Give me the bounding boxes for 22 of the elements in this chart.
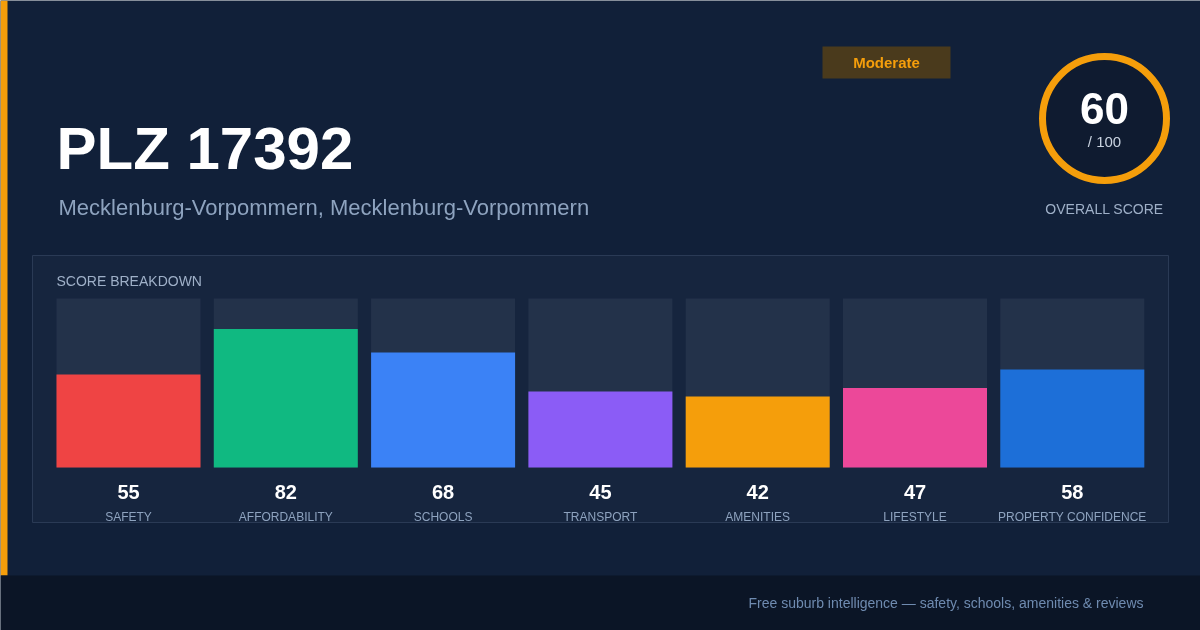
x-tick-label: SCHOOLS (413, 509, 473, 524)
text: Moderate (853, 54, 920, 71)
text: Free suburb intelligence — safety, schools, amenities & reviews (748, 594, 1144, 611)
data-label: 82 (274, 480, 297, 503)
text: / 100 (1087, 133, 1122, 150)
x-axis-title: SCORE BREAKDOWN (56, 272, 202, 289)
data-label: 55 (117, 480, 140, 503)
text: OVERALL SCORE (1045, 200, 1164, 217)
x-tick-label: TRANSPORT (563, 509, 638, 524)
data-label: 45 (589, 480, 612, 503)
data-label: 68 (431, 480, 455, 503)
chart-title: PLZ 17392 (56, 115, 354, 182)
x-tick-label: SAFETY (105, 509, 152, 524)
data-label: 47 (903, 480, 927, 503)
data-label: 42 (746, 480, 769, 503)
text: 60 (1080, 84, 1129, 133)
x-tick-label: AMENITIES (725, 509, 791, 524)
data-label: 58 (1061, 480, 1084, 503)
x-tick-label: PROPERTY CONFIDENCE (998, 509, 1147, 524)
chart-subtitle: Mecklenburg-Vorpommern, Mecklenburg-Vorpommern (58, 195, 590, 220)
x-tick-label: LIFESTYLE (883, 509, 947, 524)
x-tick-label: AFFORDABILITY (238, 509, 333, 524)
